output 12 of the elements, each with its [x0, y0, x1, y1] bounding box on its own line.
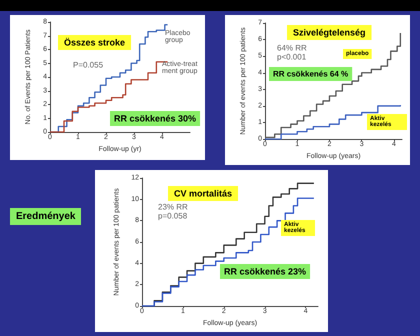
annotation: RR csökkenés 30%	[114, 114, 196, 124]
text: Összes stroke	[64, 38, 126, 48]
annotation: p=0.058	[158, 212, 188, 220]
annotation: P=0.055	[73, 60, 104, 70]
annotation: 64% RR	[277, 44, 308, 52]
text: CV mortalitás	[174, 188, 232, 198]
annotation: RR csökkenés 23%	[224, 266, 306, 276]
annotation: 23% RR	[158, 202, 188, 212]
text: Szivelégtelenség	[293, 28, 366, 38]
annotation: RR csökkenés 64 %	[273, 70, 348, 78]
text: Eredmények	[10, 208, 82, 225]
annotation: p<0.001	[277, 52, 307, 62]
